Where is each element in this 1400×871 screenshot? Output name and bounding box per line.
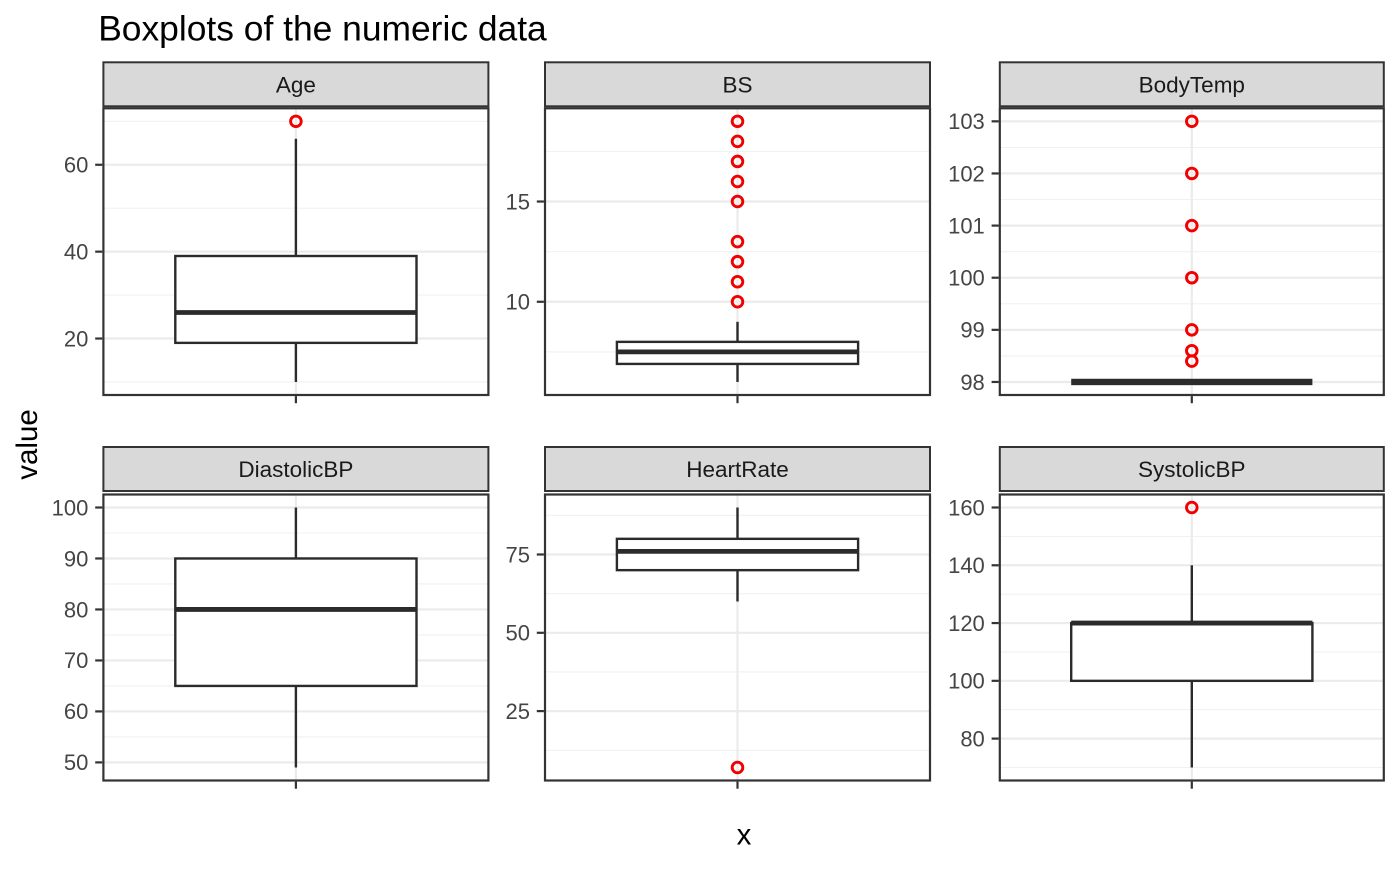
svg-text:100: 100 xyxy=(52,495,89,520)
svg-text:98: 98 xyxy=(960,370,984,395)
svg-text:99: 99 xyxy=(960,318,984,343)
svg-text:80: 80 xyxy=(960,726,984,751)
svg-text:80: 80 xyxy=(64,597,88,622)
svg-text:10: 10 xyxy=(506,290,530,315)
svg-text:101: 101 xyxy=(948,213,985,238)
svg-text:25: 25 xyxy=(506,699,530,724)
svg-text:120: 120 xyxy=(948,611,985,636)
svg-text:50: 50 xyxy=(64,750,88,775)
svg-text:DiastolicBP: DiastolicBP xyxy=(238,457,353,482)
svg-text:BodyTemp: BodyTemp xyxy=(1139,73,1245,98)
svg-text:70: 70 xyxy=(64,648,88,673)
svg-text:90: 90 xyxy=(64,546,88,571)
svg-text:15: 15 xyxy=(506,189,530,214)
svg-text:HeartRate: HeartRate xyxy=(686,457,789,482)
svg-text:BS: BS xyxy=(722,73,752,98)
svg-text:x: x xyxy=(737,819,752,852)
svg-text:value: value xyxy=(11,409,44,480)
svg-text:140: 140 xyxy=(948,553,985,578)
svg-text:160: 160 xyxy=(948,495,985,520)
svg-text:40: 40 xyxy=(64,239,88,264)
svg-text:60: 60 xyxy=(64,699,88,724)
svg-text:50: 50 xyxy=(506,621,530,646)
svg-text:60: 60 xyxy=(64,153,88,178)
svg-text:100: 100 xyxy=(948,669,985,694)
svg-text:100: 100 xyxy=(948,266,985,291)
svg-text:SystolicBP: SystolicBP xyxy=(1138,457,1246,482)
svg-text:102: 102 xyxy=(948,161,985,186)
svg-text:75: 75 xyxy=(506,542,530,567)
svg-text:Boxplots of the numeric data: Boxplots of the numeric data xyxy=(98,9,547,49)
svg-text:Age: Age xyxy=(276,73,316,98)
svg-text:20: 20 xyxy=(64,326,88,351)
svg-text:103: 103 xyxy=(948,109,985,134)
